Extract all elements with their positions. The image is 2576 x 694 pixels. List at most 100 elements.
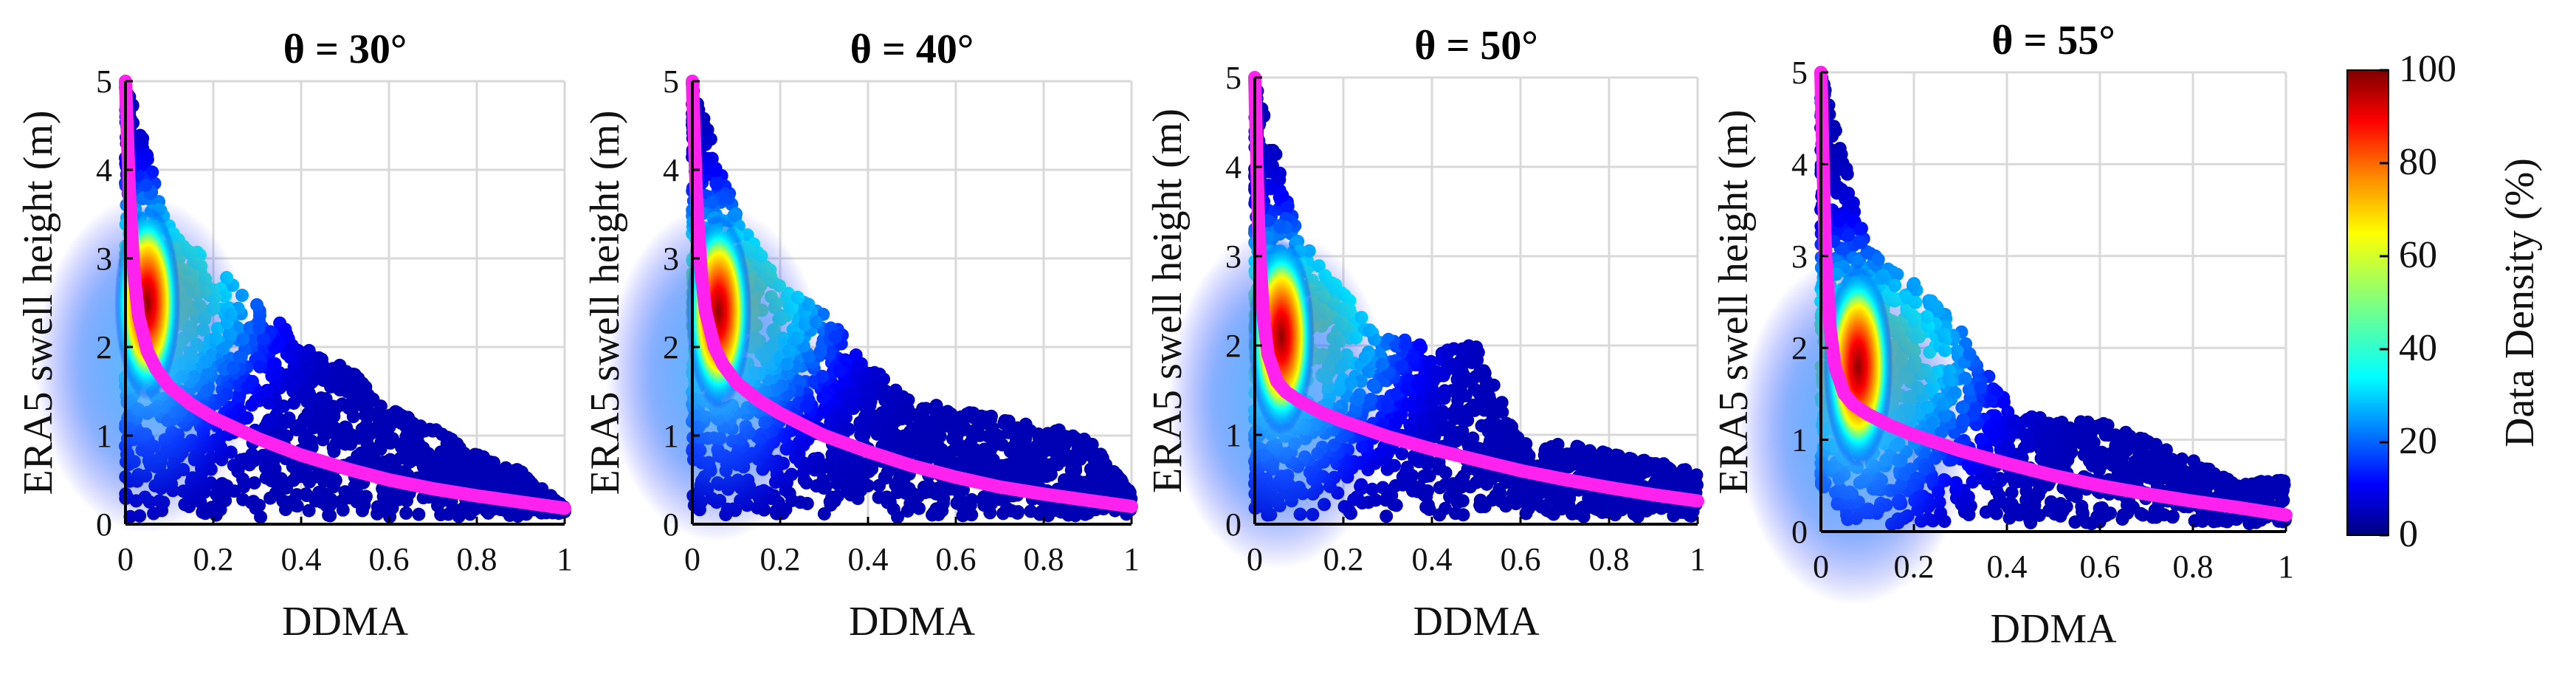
scatter-point xyxy=(1433,481,1447,495)
scatter-point xyxy=(709,176,723,190)
scatter-point xyxy=(280,327,294,341)
scatter-point xyxy=(277,399,291,413)
scatter-point xyxy=(1387,458,1401,473)
scatter-point xyxy=(1614,464,1628,478)
x-tick-label: 0.6 xyxy=(1501,541,1541,577)
scatter-point xyxy=(878,384,892,398)
scatter-point xyxy=(859,380,873,394)
scatter-point xyxy=(346,367,360,381)
scatter-point xyxy=(237,480,251,494)
y-tick-label: 2 xyxy=(663,329,679,365)
y-axis-label: ERA5 swell height (m) xyxy=(1145,109,1191,493)
scatter-point xyxy=(276,414,290,428)
scatter-point xyxy=(441,507,455,521)
scatter-point xyxy=(703,132,717,146)
scatter-point xyxy=(1456,508,1470,522)
scatter-point xyxy=(933,429,947,443)
x-tick-label: 0.6 xyxy=(936,541,977,577)
scatter-point xyxy=(1482,389,1496,403)
scatter-point xyxy=(1429,365,1443,379)
scatter-point xyxy=(956,509,970,523)
scatter-point xyxy=(276,494,290,508)
scatter-point xyxy=(249,298,264,312)
y-tick-label: 3 xyxy=(1225,238,1241,275)
scatter-point xyxy=(1068,448,1082,462)
scatter-point xyxy=(444,433,458,447)
scatter-point xyxy=(522,485,536,499)
scatter-point xyxy=(399,430,413,444)
scatter-point xyxy=(951,436,965,450)
scatter-point xyxy=(401,410,415,425)
scatter-point xyxy=(374,436,388,450)
scatter-point xyxy=(996,463,1010,477)
scatter-point xyxy=(1467,403,1481,417)
scatter-point xyxy=(793,495,807,509)
y-tick-label: 5 xyxy=(1225,60,1241,96)
scatter-point xyxy=(1380,509,1394,523)
scatter-point xyxy=(1550,489,1564,503)
scatter-point xyxy=(285,338,299,352)
scatter-point xyxy=(247,476,261,490)
scatter-point xyxy=(1649,457,1663,471)
scatter-point xyxy=(827,469,841,483)
scatter-point xyxy=(869,421,883,435)
y-tick-label: 0 xyxy=(663,506,679,543)
scatter-point xyxy=(1067,507,1081,521)
scatter-point xyxy=(859,402,873,416)
scatter-point xyxy=(338,485,352,499)
scatter-point xyxy=(955,453,969,467)
scatter-point xyxy=(1597,451,1611,465)
scatter-point xyxy=(810,479,824,493)
scatter-point xyxy=(316,433,330,447)
scatter-point xyxy=(925,444,939,458)
scatter-point xyxy=(1416,470,1430,484)
x-tick-label: 0.4 xyxy=(281,541,322,577)
scatter-point xyxy=(509,467,523,481)
scatter-point xyxy=(258,385,272,399)
y-axis-label: ERA5 swell height (m) xyxy=(16,110,61,495)
scatter-point xyxy=(947,425,961,439)
scatter-point xyxy=(262,396,276,410)
scatter-point xyxy=(289,422,303,436)
x-tick-label: 0.6 xyxy=(369,541,410,577)
scatter-point xyxy=(272,427,286,441)
y-tick-label: 2 xyxy=(96,329,112,365)
scatter-point xyxy=(266,357,280,371)
fit-curve xyxy=(119,75,571,515)
x-tick-label: 0 xyxy=(1247,541,1263,577)
scatter-point xyxy=(139,178,153,192)
scatter-point xyxy=(1422,498,1436,512)
y-tick-label: 0 xyxy=(96,506,112,543)
scatter-point xyxy=(1394,410,1408,424)
scatter-point xyxy=(1395,359,1409,373)
scatter-point xyxy=(912,501,926,515)
scatter-point xyxy=(367,451,381,465)
scatter-point xyxy=(964,436,978,450)
scatter-point xyxy=(285,494,299,508)
scatter-point xyxy=(286,396,300,410)
scatter-point xyxy=(854,428,868,442)
scatter-point xyxy=(296,387,310,401)
scatter-point xyxy=(1368,493,1382,507)
x-tick-label: 1 xyxy=(1123,541,1140,577)
scatter-point xyxy=(140,152,154,166)
scatter-point xyxy=(1557,450,1571,464)
scatter-point xyxy=(1636,454,1650,468)
scatter-point xyxy=(1041,427,1055,441)
scatter-point xyxy=(813,464,827,478)
panel-title: θ = 30° xyxy=(283,27,407,72)
y-tick-label: 1 xyxy=(663,418,679,454)
x-tick-label: 0.2 xyxy=(760,541,801,577)
scatter-point xyxy=(1612,449,1626,463)
scatter-point xyxy=(317,367,331,381)
scatter-point xyxy=(314,467,328,481)
scatter-point xyxy=(361,430,375,444)
scatter-point xyxy=(1478,366,1492,380)
scatter-point xyxy=(909,426,923,440)
scatter-point xyxy=(828,330,842,344)
scatter-point xyxy=(1047,456,1061,470)
scatter-point xyxy=(274,480,288,494)
scatter-point xyxy=(944,482,958,496)
scatter-point xyxy=(899,487,913,501)
